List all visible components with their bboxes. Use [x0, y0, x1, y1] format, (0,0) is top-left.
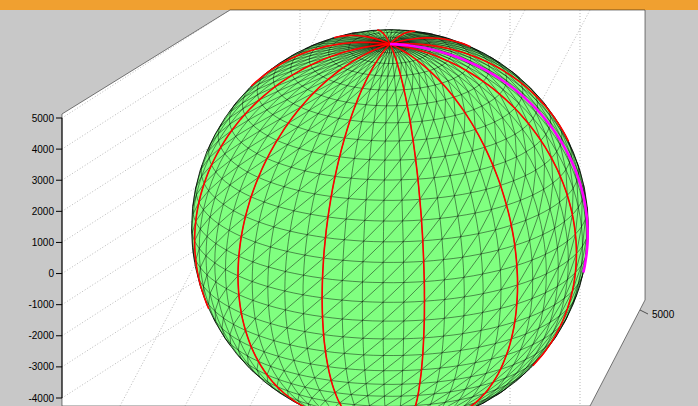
- svg-text:-4000: -4000: [28, 393, 54, 404]
- svg-text:4000: 4000: [32, 144, 55, 155]
- svg-text:-3000: -3000: [28, 361, 54, 372]
- svg-text:1000: 1000: [32, 237, 55, 248]
- svg-text:5000: 5000: [652, 309, 675, 320]
- svg-text:3000: 3000: [32, 175, 55, 186]
- svg-text:2000: 2000: [32, 206, 55, 217]
- svg-text:-1000: -1000: [28, 299, 54, 310]
- svg-text:-2000: -2000: [28, 330, 54, 341]
- svg-text:0: 0: [48, 268, 54, 279]
- svg-text:5000: 5000: [32, 113, 55, 124]
